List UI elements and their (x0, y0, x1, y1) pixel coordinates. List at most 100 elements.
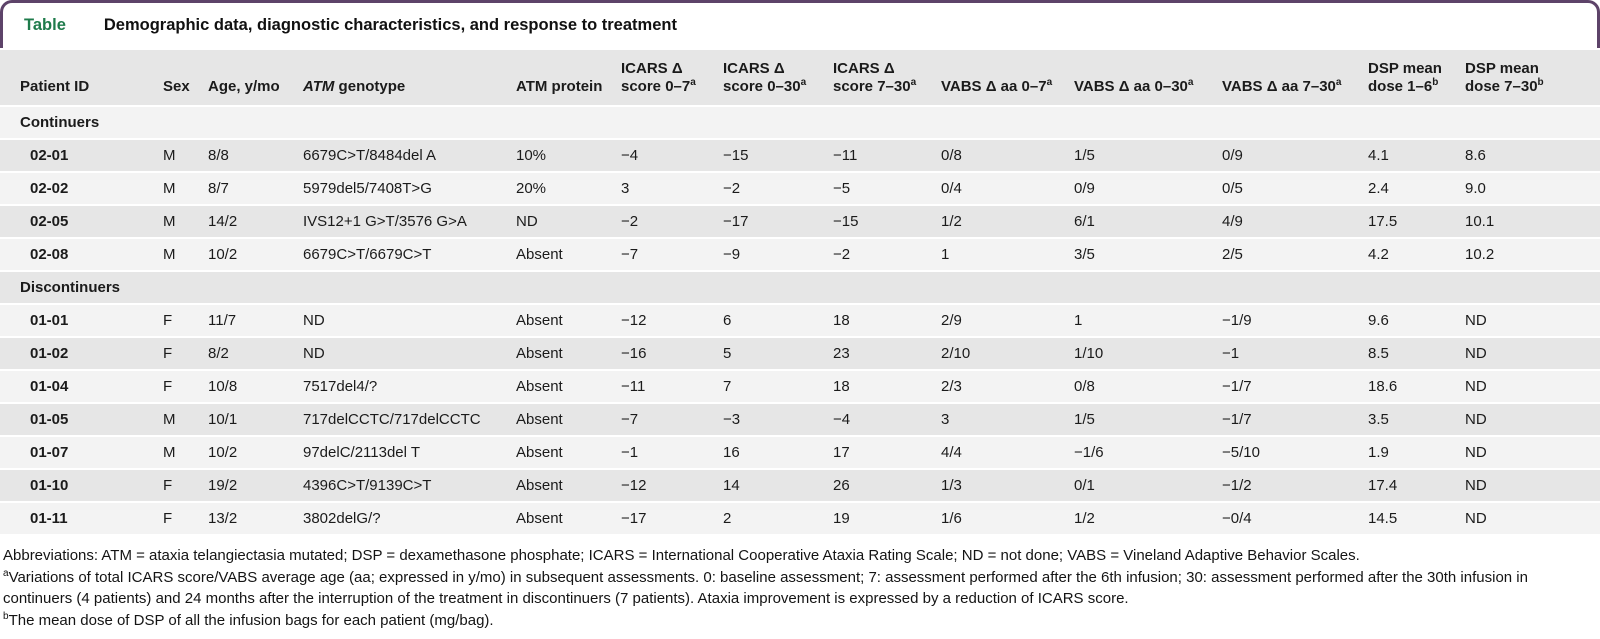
cell-vabs-7-30: −1/7 (1222, 371, 1368, 402)
cell-atm-protein: ND (516, 206, 621, 237)
cell-dsp-7-30: 9.0 (1465, 173, 1600, 204)
cell-vabs-0-7: 4/4 (941, 437, 1074, 468)
column-header-patient-id: Patient ID (0, 50, 163, 105)
footnote-a-text: Variations of total ICARS score/VABS ave… (3, 568, 1528, 608)
cell-icars-0-7: −2 (621, 206, 723, 237)
cell-icars-0-30: 6 (723, 305, 833, 336)
cell-patient-id: 01-02 (0, 338, 163, 369)
cell-atm-genotype: 3802delG/? (303, 503, 516, 534)
cell-icars-0-7: −16 (621, 338, 723, 369)
cell-atm-genotype: 4396C>T/9139C>T (303, 470, 516, 501)
cell-vabs-0-30: 1/2 (1074, 503, 1222, 534)
cell-icars-0-30: −15 (723, 140, 833, 171)
footnote-b-marker: b (3, 610, 9, 622)
table-row: 02-05 M 14/2 IVS12+1 G>T/3576 G>A ND −2 −17 −15… (0, 206, 1600, 237)
cell-sex: M (163, 239, 208, 270)
cell-dsp-1-6: 14.5 (1368, 503, 1465, 534)
cell-dsp-7-30: ND (1465, 371, 1600, 402)
cell-atm-protein: Absent (516, 437, 621, 468)
section-row-continuers: Continuers (0, 107, 1600, 138)
cell-icars-0-7: −4 (621, 140, 723, 171)
table-row: 01-04 F 10/8 7517del4/? Absent −11 7 18 2/3 0/8 −1… (0, 371, 1600, 402)
cell-vabs-0-7: 2/3 (941, 371, 1074, 402)
cell-vabs-0-30: −1/6 (1074, 437, 1222, 468)
column-header-atm-genotype: ATM genotype (303, 50, 516, 105)
cell-icars-0-7: −17 (621, 503, 723, 534)
cell-atm-protein: 10% (516, 140, 621, 171)
column-header-dsp-7-30: DSP mean dose 7–30b (1465, 50, 1600, 105)
footnote-a-marker: a (3, 567, 9, 579)
cell-vabs-7-30: −1/7 (1222, 404, 1368, 435)
table-row: 01-11 F 13/2 3802delG/? Absent −17 2 19 1/6 1/2 −0… (0, 503, 1600, 534)
column-header-vabs-7-30: VABS Δ aa 7–30a (1222, 50, 1368, 105)
footnote-b-text: The mean dose of DSP of all the infusion… (8, 611, 494, 629)
cell-age: 10/2 (208, 239, 303, 270)
cell-atm-genotype: 7517del4/? (303, 371, 516, 402)
cell-atm-genotype: 6679C>T/6679C>T (303, 239, 516, 270)
cell-vabs-0-30: 6/1 (1074, 206, 1222, 237)
cell-vabs-0-7: 2/9 (941, 305, 1074, 336)
cell-dsp-7-30: ND (1465, 305, 1600, 336)
cell-icars-0-30: 14 (723, 470, 833, 501)
column-header-sex: Sex (163, 50, 208, 105)
cell-vabs-7-30: 2/5 (1222, 239, 1368, 270)
cell-atm-genotype: 717delCCTC/717delCCTC (303, 404, 516, 435)
cell-icars-7-30: −11 (833, 140, 941, 171)
cell-age: 13/2 (208, 503, 303, 534)
cell-atm-protein: Absent (516, 371, 621, 402)
table-row: 01-01 F 11/7 ND Absent −12 6 18 2/9 1 −1/9 9.6 ND (0, 305, 1600, 336)
cell-icars-7-30: −4 (833, 404, 941, 435)
cell-sex: M (163, 206, 208, 237)
cell-dsp-7-30: ND (1465, 404, 1600, 435)
footnote-b: bThe mean dose of DSP of all the infusio… (3, 610, 1590, 632)
cell-dsp-7-30: ND (1465, 338, 1600, 369)
cell-icars-0-7: −11 (621, 371, 723, 402)
cell-patient-id: 01-05 (0, 404, 163, 435)
cell-age: 10/8 (208, 371, 303, 402)
cell-age: 8/7 (208, 173, 303, 204)
table-row: 01-07 M 10/2 97delC/2113del T Absent −1 16 17 4/… (0, 437, 1600, 468)
cell-vabs-0-30: 0/9 (1074, 173, 1222, 204)
cell-vabs-0-7: 1/2 (941, 206, 1074, 237)
cell-vabs-7-30: −0/4 (1222, 503, 1368, 534)
cell-icars-7-30: 19 (833, 503, 941, 534)
column-header-atm-protein: ATM protein (516, 50, 621, 105)
cell-icars-7-30: 26 (833, 470, 941, 501)
cell-sex: M (163, 404, 208, 435)
cell-icars-7-30: 23 (833, 338, 941, 369)
cell-patient-id: 01-04 (0, 371, 163, 402)
cell-atm-protein: Absent (516, 503, 621, 534)
cell-atm-genotype: IVS12+1 G>T/3576 G>A (303, 206, 516, 237)
cell-sex: F (163, 503, 208, 534)
cell-vabs-0-30: 1/5 (1074, 404, 1222, 435)
cell-icars-0-30: −2 (723, 173, 833, 204)
cell-patient-id: 01-07 (0, 437, 163, 468)
cell-icars-7-30: 18 (833, 305, 941, 336)
table-title: Demographic data, diagnostic characteris… (103, 16, 677, 34)
cell-vabs-0-30: 3/5 (1074, 239, 1222, 270)
table-tag-label: Table (24, 16, 66, 34)
cell-dsp-7-30: 10.2 (1465, 239, 1600, 270)
cell-dsp-1-6: 17.5 (1368, 206, 1465, 237)
cell-age: 10/2 (208, 437, 303, 468)
cell-icars-0-7: −7 (621, 239, 723, 270)
cell-age: 8/2 (208, 338, 303, 369)
table-row: 02-02 M 8/7 5979del5/7408T>G 20% 3 −2 −5 0/4 0/9 0… (0, 173, 1600, 204)
footnote-a: aVariations of total ICARS score/VABS av… (3, 567, 1590, 610)
cell-sex: F (163, 371, 208, 402)
cell-icars-7-30: −2 (833, 239, 941, 270)
cell-sex: F (163, 338, 208, 369)
cell-icars-7-30: −15 (833, 206, 941, 237)
table-header-row: Patient ID Sex Age, y/mo ATM genotype ATM pr… (0, 50, 1600, 105)
cell-icars-0-30: 16 (723, 437, 833, 468)
cell-vabs-0-30: 0/1 (1074, 470, 1222, 501)
cell-icars-0-30: 7 (723, 371, 833, 402)
cell-icars-7-30: 18 (833, 371, 941, 402)
cell-vabs-0-30: 1/10 (1074, 338, 1222, 369)
cell-vabs-7-30: −5/10 (1222, 437, 1368, 468)
section-label: Continuers (0, 107, 1600, 138)
table-row: 02-01 M 8/8 6679C>T/8484del A 10% −4 −15 −11 0/8… (0, 140, 1600, 171)
